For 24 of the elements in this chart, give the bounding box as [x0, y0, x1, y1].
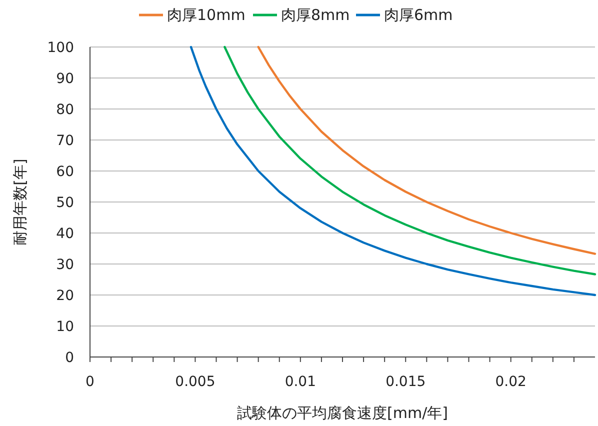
- y-tick-label: 50: [56, 195, 74, 211]
- x-tick-label: 0.02: [495, 374, 526, 390]
- x-tick-label: 0: [86, 374, 94, 390]
- legend-label: 肉厚10mm: [167, 6, 246, 24]
- y-tick-label: 100: [47, 40, 74, 56]
- y-tick-label: 0: [65, 350, 74, 366]
- y-tick-label: 80: [56, 102, 74, 118]
- line-series: [257, 46, 596, 255]
- line-series: [224, 46, 596, 276]
- x-tick-label: 0.005: [175, 374, 216, 390]
- line-series: [190, 46, 596, 296]
- legend-label: 肉厚8mm: [281, 6, 350, 24]
- y-tick-label: 70: [56, 133, 74, 149]
- y-tick-label: 30: [56, 257, 74, 273]
- x-axis-title: 試験体の平均腐食速度[mm/年]: [237, 404, 448, 422]
- legend-label: 肉厚6mm: [384, 6, 453, 24]
- y-tick-label: 90: [56, 71, 74, 87]
- x-tick-label: 0.01: [284, 374, 316, 390]
- y-tick-label: 20: [56, 288, 74, 304]
- y-axis-title: 耐用年数[年]: [11, 158, 29, 246]
- y-tick-label: 40: [56, 226, 74, 242]
- x-tick-label: 0.015: [386, 374, 426, 390]
- y-tick-label: 60: [56, 164, 74, 180]
- y-tick-label: 10: [56, 319, 74, 335]
